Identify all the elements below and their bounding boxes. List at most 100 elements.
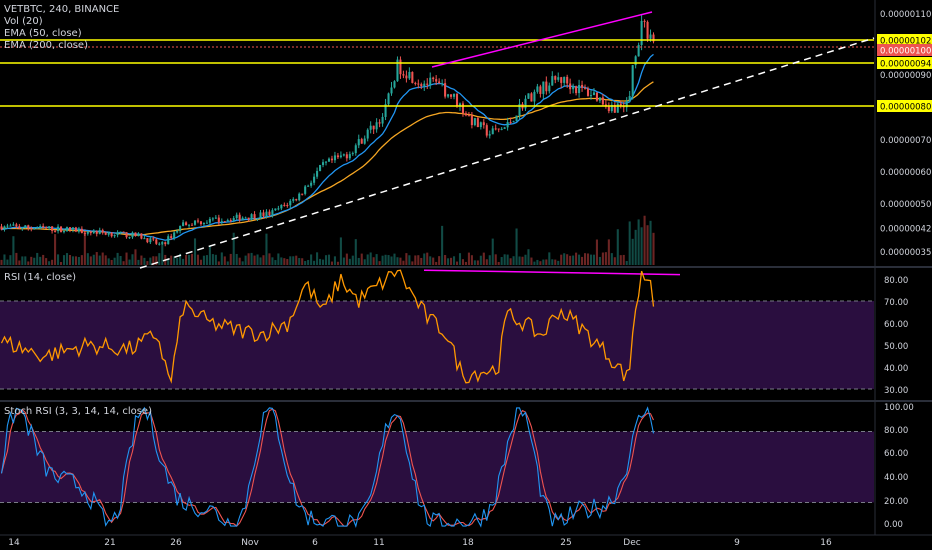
rsi-panel [0,269,655,384]
candle-body [533,91,536,102]
volume-bar [268,253,271,265]
candle-body [411,71,414,83]
price-badge [877,57,932,69]
candle-body [241,217,244,221]
price-tick-label: 0.00000060 [880,168,931,178]
volume-bar [161,241,164,265]
candle-body [563,76,566,83]
candle-body [357,139,360,146]
chart-legend: VETBTC, 240, BINANCE Vol (20) EMA (50, c… [4,4,119,52]
time-tick-label: 6 [312,538,318,548]
volume-bar [503,254,506,265]
volume-bar [182,258,185,265]
candle-body [173,232,176,239]
candle-body [92,231,95,234]
candle-body [530,93,533,102]
volume-bar [405,253,408,265]
volume-bar [89,256,92,265]
candle-body [414,82,417,84]
candle-body [447,94,450,97]
rsi-label[interactable]: RSI (14, close) [4,272,77,283]
volume-bar [262,255,265,265]
volume-bar [616,229,619,265]
candle-body [27,225,30,229]
volume-bar [515,228,518,265]
candle-body [548,85,551,92]
candle-body [202,222,205,225]
candle-body [345,154,348,159]
candle-body [378,122,381,124]
candle-body [57,226,60,232]
volume-bar [316,252,319,265]
volume-bar [307,259,310,265]
volume-bar [586,253,590,265]
volume-bar [21,256,24,265]
volume-bar [223,256,226,265]
candle-body [452,93,456,97]
volume-bar [455,261,459,265]
indicator-volume[interactable]: Vol (20) [4,16,43,27]
stoch-tick-label: 100.00 [884,403,914,413]
volume-bar [429,256,432,265]
volume-bar [592,254,596,265]
candle-body [363,138,366,144]
candle-body [199,221,203,225]
volume-bar [193,238,197,265]
volume-bar [6,259,9,265]
candle-body [188,224,191,226]
price-badge-label: 0.00000094 [880,60,931,70]
candle-body [569,83,572,90]
volume-bar [563,253,566,265]
volume-bar [122,261,125,265]
candle-body [125,232,128,238]
volume-bar [551,259,554,265]
candle-body [417,83,420,85]
volume-bar [158,253,161,265]
candle-body [30,228,33,230]
volume-bar [384,254,387,265]
candle-body [289,200,292,206]
volume-bar [324,255,328,265]
volume-bar [589,254,593,265]
indicator-ema200[interactable]: EMA (200, close) [4,40,88,51]
candle-body [375,122,378,130]
candle-body [247,217,250,220]
candle-body [161,242,164,244]
candle-body [473,118,476,126]
indicator-ema50[interactable]: EMA (50, close) [4,28,82,39]
candle-body [208,218,211,223]
rsi-tick-label: 40.00 [884,364,908,374]
stoch-label[interactable]: Stoch RSI (3, 3, 14, 14, close) [4,406,152,417]
volume-bar [42,254,45,265]
candle-body [420,84,423,86]
candle-body [122,231,125,233]
volume-bar [110,259,113,265]
candle-body [137,233,140,237]
volume-bar [530,257,533,265]
volume-bar [634,229,637,265]
price-badge-label: 0.00000102 [880,37,931,47]
candle-body [24,225,27,228]
candle-body [527,93,530,99]
candle-body [307,185,310,187]
candle-body [211,218,214,220]
volume-bar [185,255,188,265]
candle-body [578,84,581,94]
candle-body [646,21,649,39]
volume-bar [393,253,396,265]
price-badge [877,100,932,112]
candle-body [518,103,521,116]
time-tick-label: 11 [373,538,384,548]
candle-body [277,208,280,210]
volume-bar [485,259,488,265]
volume-bar [607,239,610,265]
candle-body [625,100,628,108]
volume-bar [560,254,563,265]
candle-body [506,122,509,128]
volume-bar [444,255,447,265]
volume-bar [152,256,155,265]
volume-bar [524,254,527,265]
rsi-tick-label: 70.00 [884,298,908,308]
candle-body [42,226,45,228]
